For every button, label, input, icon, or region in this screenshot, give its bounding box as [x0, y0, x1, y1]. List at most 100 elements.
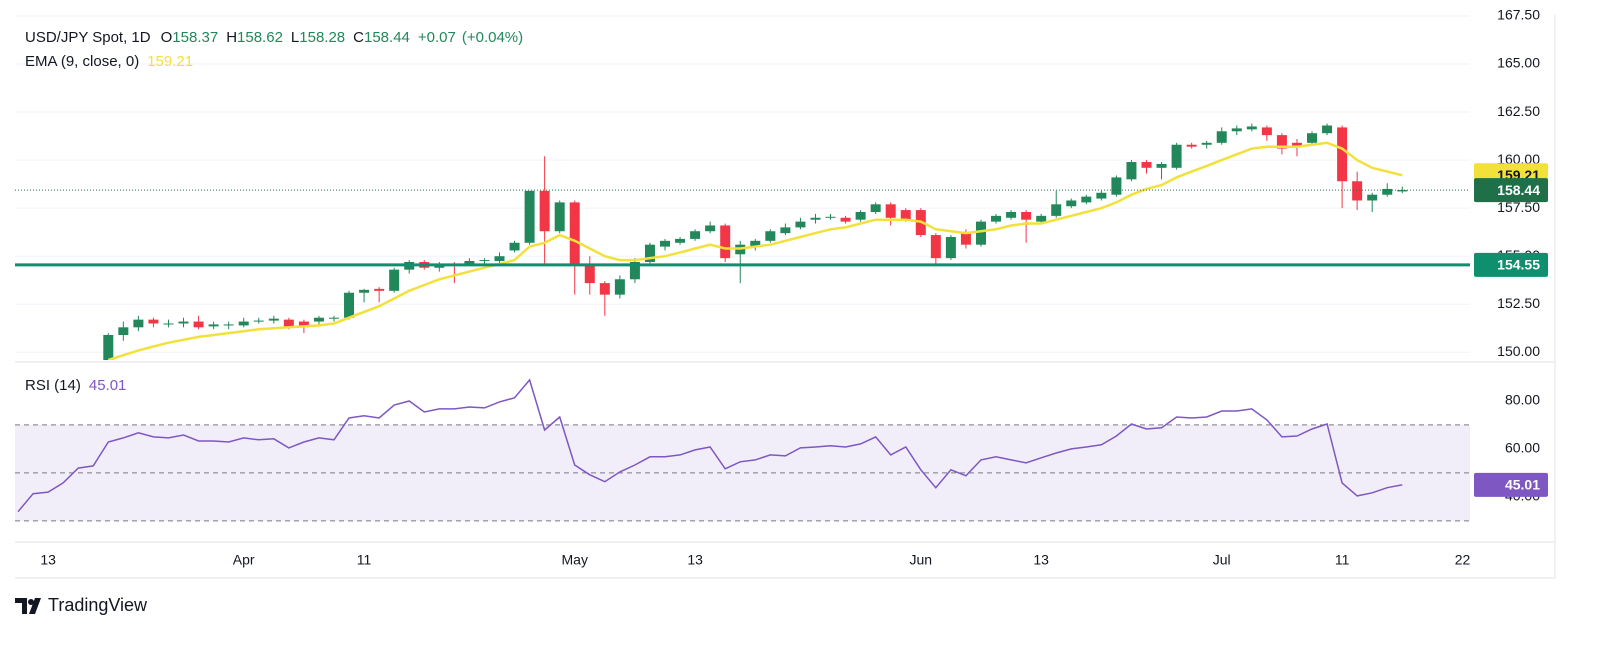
y-tick-label: 152.50: [1497, 295, 1540, 311]
ema-legend: EMA (9, close, 0) 159.21: [25, 53, 193, 70]
candle-body: [313, 317, 324, 322]
candle-body: [389, 269, 400, 291]
candle-body: [494, 256, 505, 262]
candle-body: [569, 202, 580, 266]
candle-body: [1382, 188, 1393, 195]
candle-body: [238, 321, 249, 326]
ohlc-value: 158.37: [172, 29, 218, 46]
candle-body: [359, 289, 370, 293]
x-tick-label: Apr: [233, 552, 255, 568]
candle-body: [178, 321, 189, 324]
candle-body: [930, 235, 941, 259]
price-pane: [15, 15, 1470, 360]
candle-body: [133, 319, 144, 328]
candle-body: [900, 210, 911, 220]
y-tick-label: 80.00: [1505, 392, 1540, 408]
candle-body: [1126, 162, 1137, 180]
change: +0.07: [418, 29, 456, 46]
candle-body: [148, 319, 159, 324]
x-tick-label: 13: [1033, 552, 1049, 568]
candle-body: [328, 317, 339, 319]
candle-body: [840, 217, 851, 222]
candle-body: [554, 202, 565, 232]
candle-body: [374, 288, 385, 291]
y-tick-label: 167.50: [1497, 7, 1540, 23]
candle-body: [870, 204, 881, 213]
x-tick-label: May: [562, 552, 588, 568]
x-tick-label: 22: [1455, 552, 1471, 568]
candle-body: [223, 324, 234, 326]
candle-body: [599, 283, 610, 295]
ohlc-value: 158.28: [299, 29, 345, 46]
candle-body: [1051, 204, 1062, 216]
candle-body: [193, 321, 204, 328]
candle-body: [705, 225, 716, 232]
candle-body: [479, 260, 490, 262]
candle-body: [1081, 196, 1092, 203]
x-tick-label: 11: [1335, 552, 1350, 568]
candle-body: [1276, 135, 1287, 149]
candle-body: [1096, 192, 1107, 199]
candle-body: [855, 212, 866, 220]
candle-body: [795, 221, 806, 228]
candle-body: [509, 242, 520, 251]
candle-body: [163, 323, 174, 325]
y-tick-label: 162.50: [1497, 103, 1540, 119]
rsi-badge: 45.01: [1505, 477, 1540, 493]
level-badge-bg: [1474, 252, 1548, 277]
candle-body: [1246, 126, 1257, 130]
ema-line: [107, 141, 1403, 360]
y-tick-label: 165.00: [1497, 55, 1540, 71]
candle-body: [1156, 163, 1167, 168]
candle-body: [118, 327, 129, 336]
ohlc-value: 158.62: [237, 29, 283, 46]
candle-body: [644, 244, 655, 262]
candle-body: [1036, 215, 1047, 222]
candle-body: [825, 216, 836, 218]
candle-body: [1291, 142, 1302, 147]
candle-body: [750, 240, 761, 247]
candle-body: [945, 236, 956, 259]
candle-body: [344, 292, 355, 318]
candle-body: [1006, 212, 1017, 218]
candle-body: [960, 233, 971, 245]
price-badge: 158.44: [1497, 182, 1540, 198]
candle-body: [1322, 125, 1333, 134]
candle-body: [464, 261, 475, 264]
ohlc-value: 158.44: [364, 29, 410, 46]
candle-body: [1111, 177, 1122, 195]
rsi-pane: [15, 378, 1470, 522]
x-tick-label: Jun: [910, 552, 933, 568]
candle-body: [885, 204, 896, 218]
x-tick-label: Jul: [1213, 552, 1231, 568]
ohlc-prefix: C: [353, 29, 364, 46]
candles: [103, 123, 1408, 360]
level-badge: 154.55: [1497, 257, 1540, 273]
candle-body: [1397, 190, 1408, 192]
ema-value: 159.21: [147, 53, 193, 70]
y-tick-label: 60.00: [1505, 440, 1540, 456]
brand: TradingView: [48, 595, 148, 615]
candle-body: [1352, 181, 1363, 201]
candle-body: [1171, 144, 1182, 168]
candle-body: [1367, 194, 1378, 201]
candle-body: [208, 324, 219, 327]
candle-body: [614, 279, 625, 295]
ohlc-prefix: L: [291, 29, 299, 46]
rsi-badge-bg: [1474, 472, 1548, 497]
rsi-line: [17, 378, 1403, 513]
candle-body: [810, 217, 821, 220]
candle-body: [283, 319, 294, 328]
candle-body: [1337, 127, 1348, 182]
logo-dot: [28, 599, 34, 605]
x-tick-label: 13: [40, 552, 56, 568]
candle-body: [584, 263, 595, 284]
candle-body: [1231, 128, 1242, 132]
change-pct: (+0.04%): [462, 29, 523, 46]
candle-body: [268, 318, 279, 321]
axes: 150.00152.50155.00157.50160.00162.50165.…: [40, 7, 1548, 568]
symbol: USD/JPY Spot, 1D: [25, 29, 151, 46]
candle-body: [253, 320, 264, 322]
